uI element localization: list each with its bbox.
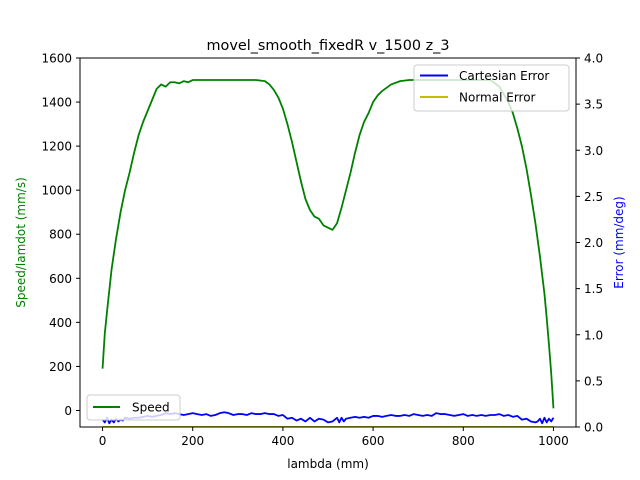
y-axis-label-right: Error (mm/deg) (612, 196, 626, 288)
y-tick-label-right: 3.0 (584, 144, 603, 158)
y-tick-label-right: 4.0 (584, 52, 603, 66)
y-tick-label-left: 1400 (41, 96, 72, 110)
y-tick-label-left: 1600 (41, 52, 72, 66)
plot-frame (79, 57, 577, 428)
x-tick-label: 0 (99, 434, 107, 448)
y-axis-left: 0 200 400 600 800 1000 1200 1400 1600 (41, 52, 80, 418)
legend-box (86, 394, 181, 421)
x-tick-label: 600 (362, 434, 385, 448)
x-axis-label: lambda (mm) (287, 457, 369, 471)
y-tick-label-right: 2.0 (584, 236, 603, 250)
x-tick-label: 200 (181, 434, 204, 448)
y-tick-label-left: 400 (49, 316, 72, 330)
x-axis: 0 200 400 600 800 1000 (99, 427, 569, 448)
y-tick-label-right: 3.5 (584, 98, 603, 112)
y-tick-label-right: 2.5 (584, 190, 603, 204)
y-tick-label-right: 0.0 (584, 421, 603, 435)
legend-label-normal-error: Normal Error (459, 91, 536, 105)
y-tick-label-right: 1.5 (584, 282, 603, 296)
legend-label-speed: Speed (132, 401, 170, 415)
y-axis-label-left: Speed/lamdot (mm/s) (14, 177, 28, 308)
legend-box (413, 64, 570, 112)
legend-label-cartesian-error: Cartesian Error (459, 69, 549, 83)
series-line-speed (101, 79, 555, 409)
x-tick-label: 400 (271, 434, 294, 448)
x-tick-label: 1000 (538, 434, 569, 448)
y-tick-label-left: 600 (49, 272, 72, 286)
legend-errors: Cartesian Error Normal Error (413, 64, 570, 112)
x-tick-label: 800 (452, 434, 475, 448)
y-tick-label-left: 800 (49, 228, 72, 242)
y-tick-label-left: 0 (64, 404, 72, 418)
plot-area (101, 79, 555, 427)
chart-title: movel_smooth_fixedR v_1500 z_3 (207, 38, 450, 54)
y-tick-label-right: 1.0 (584, 328, 603, 342)
y-axis-right: 0.0 0.5 1.0 1.5 2.0 2.5 3.0 3.5 4.0 (576, 52, 603, 435)
y-tick-label-left: 1000 (41, 184, 72, 198)
y-tick-label-right: 0.5 (584, 374, 603, 388)
y-tick-label-left: 1200 (41, 140, 72, 154)
y-tick-label-left: 200 (49, 360, 72, 374)
legend-speed: Speed (86, 394, 181, 421)
